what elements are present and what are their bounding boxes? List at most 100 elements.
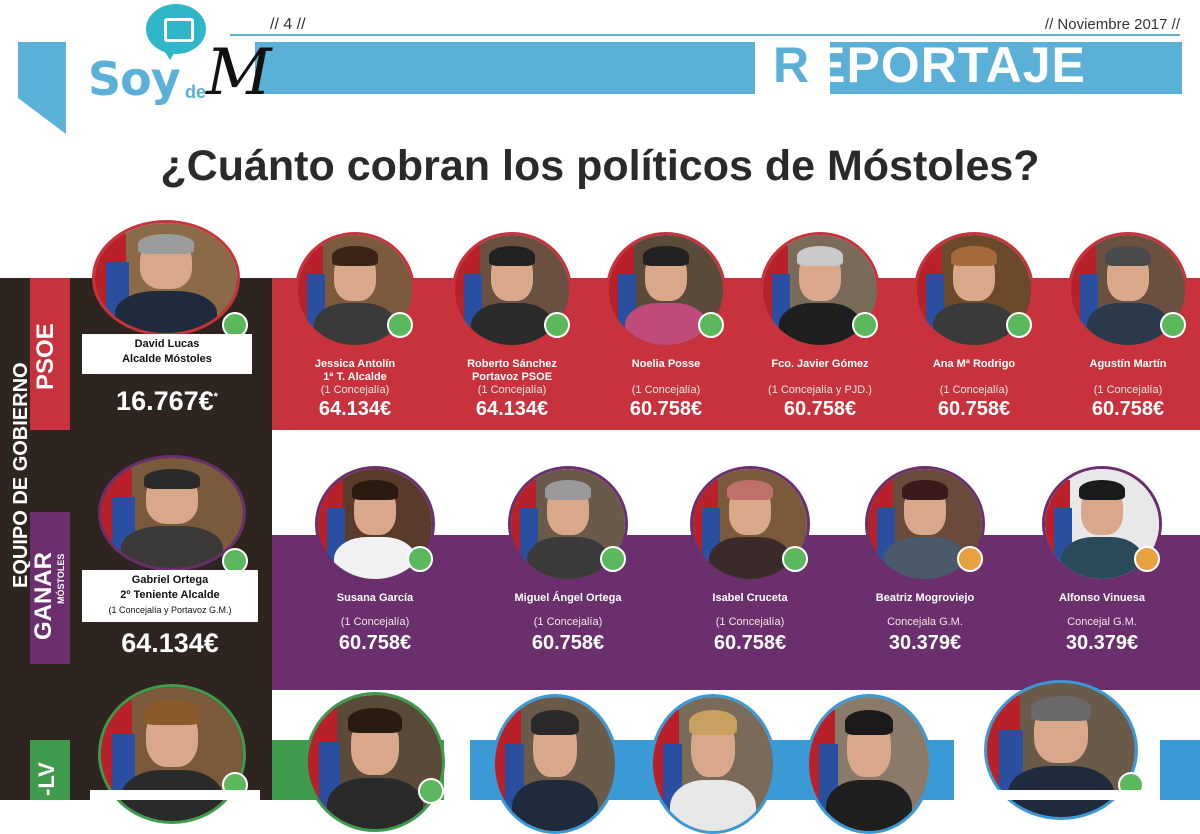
- psoe-lead-name: David Lucas: [134, 338, 200, 350]
- psoe-member-1-photo-status-dot: [387, 312, 413, 338]
- ganar-lead-photo: [98, 455, 246, 571]
- ganar-member-2-photo-status-dot: [600, 546, 626, 572]
- psoe-member-3-photo: [606, 232, 726, 348]
- ganar-member-1-detail: (1 Concejalía): [340, 616, 410, 628]
- ganar-lead-name: Gabriel Ortega: [131, 574, 209, 586]
- psoe-member-1-photo: [295, 232, 415, 348]
- psoe-member-1-salary: 64.134€: [318, 398, 392, 420]
- psoe-member-1-name: Jessica Antolín: [314, 358, 396, 370]
- psoe-member-6-photo-status-dot: [1160, 312, 1186, 338]
- ganar-member-2-photo: [508, 466, 628, 582]
- psoe-member-1-detail: (1 Concejalía): [320, 384, 390, 396]
- psoe-member-2-salary: 64.134€: [475, 398, 549, 420]
- header-main-bar: [255, 42, 755, 94]
- bottom-row-3-photo: [492, 694, 618, 834]
- ganar-member-4-name: Beatriz Mogroviejo: [875, 592, 975, 604]
- ganar-lead-salary: 64.134€: [121, 628, 219, 658]
- psoe-lead-mark: *: [213, 391, 218, 403]
- bottom-row-namebox-1: [90, 790, 260, 800]
- psoe-member-4-photo: [760, 232, 880, 348]
- speech-bubble-tail: [160, 44, 180, 60]
- ganar-member-2-name: Miguel Ángel Ortega: [514, 592, 622, 604]
- psoe-label: PSOE: [32, 323, 59, 390]
- iu-label-box: [30, 740, 70, 800]
- psoe-member-6-photo: [1068, 232, 1188, 348]
- psoe-member-5-photo: [914, 232, 1034, 348]
- bottom-row-1-photo: [98, 684, 246, 824]
- psoe-member-6-name: Agustín Martín: [1089, 358, 1167, 370]
- bottom-row-2-photo: [305, 692, 445, 832]
- ganar-lead-detail: (1 Concejalía y Portavoz G.M.): [108, 605, 232, 615]
- page-marker: // 4 //: [270, 16, 306, 33]
- psoe-member-4-detail: (1 Concejalía y PJD.): [768, 384, 872, 396]
- psoe-member-5-detail: (1 Concejalía): [939, 384, 1009, 396]
- ganar-member-4-photo: [865, 466, 985, 582]
- section-title: REPORTAJE: [770, 36, 1086, 96]
- ganar-member-4-detail: Concejala G.M.: [887, 616, 963, 628]
- ganar-member-2-salary: 60.758€: [531, 632, 605, 654]
- logo-de: de: [185, 82, 207, 102]
- psoe-member-6-salary: 60.758€: [1091, 398, 1165, 420]
- ganar-label-box: [30, 512, 70, 664]
- ganar-member-4-photo-status-dot: [957, 546, 983, 572]
- psoe-member-2-name: Roberto Sánchez: [467, 358, 557, 370]
- section-rest: EPORTAJE: [812, 37, 1086, 93]
- ganar-member-3-name: Isabel Cruceta: [712, 592, 788, 604]
- ganar-label: GANAR: [30, 552, 57, 640]
- bottom-row-4-photo: [650, 694, 776, 834]
- logo-m: M: [206, 36, 272, 110]
- ganar-member-3-photo-status-dot: [782, 546, 808, 572]
- psoe-member-5-name: Ana Mª Rodrigo: [932, 358, 1016, 370]
- bottom-row-namebox-2: [970, 790, 1150, 800]
- header-left-triangle: [18, 98, 66, 134]
- iu-label: -LV: [34, 762, 59, 796]
- psoe-band: [272, 278, 1200, 430]
- bottom-row-status-dot-2: [418, 778, 444, 804]
- psoe-member-2-detail: (1 Concejalía): [477, 384, 547, 396]
- ganar-member-1-photo-status-dot: [407, 546, 433, 572]
- header-rule: [230, 34, 1180, 36]
- logo-soy: Soy: [88, 52, 181, 106]
- ganar-member-1-name: Susana García: [336, 592, 414, 604]
- ganar-lead-role: 2º Teniente Alcalde: [120, 589, 220, 601]
- psoe-member-3-salary: 60.758€: [629, 398, 703, 420]
- psoe-member-6-detail: (1 Concejalía): [1093, 384, 1163, 396]
- header-right-bar: [830, 42, 1182, 94]
- psoe-member-1-role: 1ª T. Alcalde: [323, 371, 387, 383]
- ganar-member-5-photo-status-dot: [1134, 546, 1160, 572]
- psoe-member-5-photo-status-dot: [1006, 312, 1032, 338]
- psoe-member-5-salary: 60.758€: [937, 398, 1011, 420]
- ganar-member-4-salary: 30.379€: [888, 632, 962, 654]
- psoe-member-4-name: Fco. Javier Gómez: [771, 358, 869, 370]
- psoe-label-box: [30, 278, 70, 430]
- section-initial: R: [770, 37, 813, 93]
- psoe-lead-status-dot: [222, 312, 248, 338]
- newspaper-icon: [164, 18, 194, 42]
- psoe-member-3-name: Noelia Posse: [631, 358, 701, 370]
- psoe-member-3-photo-status-dot: [698, 312, 724, 338]
- ganar-lead-status-dot: [222, 548, 248, 574]
- ganar-member-5-detail: Concejal G.M.: [1067, 616, 1137, 628]
- ganar-member-5-name: Alfonso Vinuesa: [1059, 592, 1145, 604]
- psoe-lead-photo: [92, 220, 240, 336]
- ganar-member-3-photo: [690, 466, 810, 582]
- psoe-member-4-photo-status-dot: [852, 312, 878, 338]
- ganar-member-3-salary: 60.758€: [713, 632, 787, 654]
- issue-date: // Noviembre 2017 //: [1044, 16, 1180, 33]
- ganar-sublabel: MÓSTOLES: [56, 553, 66, 604]
- psoe-member-2-photo-status-dot: [544, 312, 570, 338]
- ganar-member-2-detail: (1 Concejalía): [533, 616, 603, 628]
- bottom-row-5-photo: [806, 694, 932, 834]
- psoe-lead-salary: 16.767€*: [116, 386, 218, 416]
- psoe-member-4-salary: 60.758€: [783, 398, 857, 420]
- psoe-lead-namebox: David Lucas Alcalde Móstoles: [82, 334, 252, 374]
- pp-band-right: [1160, 740, 1200, 800]
- headline: ¿Cuánto cobran los políticos de Móstoles…: [160, 142, 1040, 190]
- ganar-member-1-salary: 60.758€: [338, 632, 412, 654]
- psoe-member-3-detail: (1 Concejalía): [631, 384, 701, 396]
- header-left-bar: [18, 42, 66, 98]
- ganar-member-5-salary: 30.379€: [1065, 632, 1139, 654]
- psoe-lead-role: Alcalde Móstoles: [122, 353, 212, 365]
- psoe-member-2-role: Portavoz PSOE: [471, 371, 553, 383]
- ganar-lead-namebox: Gabriel Ortega 2º Teniente Alcalde (1 Co…: [82, 570, 258, 622]
